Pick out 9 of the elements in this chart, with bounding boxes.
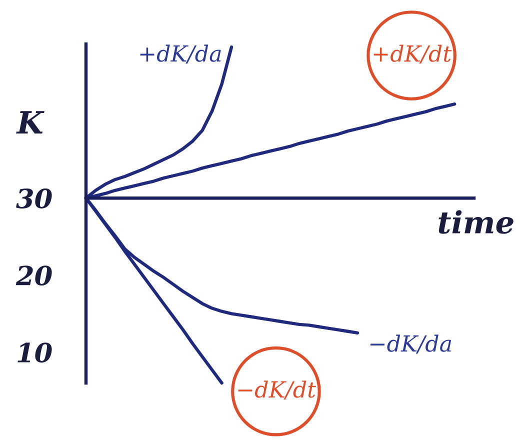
y-axis-title: K	[16, 111, 44, 134]
y-tick-label: 10	[18, 342, 52, 363]
series-label: −dK/dt	[238, 380, 316, 400]
x-axis-title: time	[438, 210, 514, 234]
y-tick-label: 20	[16, 266, 52, 286]
series-label: +dK/da	[140, 44, 221, 64]
series-label: −dK/da	[370, 334, 452, 354]
series-label: +dK/dt	[374, 44, 452, 64]
y-tick-label: 30	[16, 188, 52, 208]
